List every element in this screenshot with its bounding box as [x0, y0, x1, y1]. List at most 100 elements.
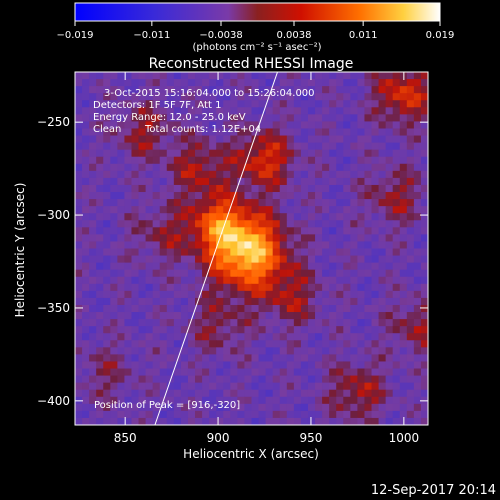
- heatmap-cell: [223, 389, 231, 398]
- heatmap-cell: [329, 206, 337, 214]
- heatmap-cell: [180, 382, 189, 391]
- heatmap-cell: [350, 135, 358, 144]
- heatmap-cell: [103, 241, 111, 250]
- heatmap-cell: [258, 163, 267, 172]
- heatmap-cell: [251, 333, 260, 341]
- heatmap-cell: [117, 312, 126, 320]
- heatmap-cell: [350, 297, 358, 306]
- heatmap-cell: [406, 163, 415, 172]
- heatmap-cell: [117, 255, 126, 264]
- heatmap-cell: [293, 333, 302, 341]
- heatmap-cell: [279, 312, 288, 320]
- heatmap-cell: [364, 340, 373, 348]
- heatmap-cell: [173, 276, 182, 285]
- heatmap-cell: [166, 290, 175, 299]
- heatmap-cell: [343, 170, 351, 179]
- heatmap-cell: [286, 269, 295, 278]
- annotation-time-range: 3-Oct-2015 15:16:04.000 to 15:26:04.000: [104, 88, 315, 99]
- heatmap-cell: [258, 368, 267, 377]
- heatmap-cell: [336, 107, 344, 115]
- heatmap-cell: [166, 79, 175, 87]
- heatmap-cell: [371, 396, 380, 405]
- heatmap-cell: [399, 361, 408, 370]
- heatmap-cell: [420, 128, 428, 137]
- heatmap-cell: [202, 121, 210, 130]
- heatmap-cell: [89, 241, 97, 250]
- heatmap-cell: [187, 107, 196, 115]
- heatmap-cell: [420, 290, 428, 299]
- heatmap-cell: [329, 269, 337, 278]
- heatmap-cell: [110, 227, 118, 235]
- heatmap-cell: [152, 220, 161, 228]
- heatmap-cell: [187, 241, 196, 250]
- heatmap-cell: [173, 326, 182, 334]
- heatmap-cell: [293, 354, 302, 363]
- heatmap-cell: [223, 248, 231, 257]
- heatmap-cell: [350, 389, 358, 398]
- heatmap-cell: [202, 304, 210, 313]
- heatmap-cell: [315, 283, 323, 292]
- x-tick-label: 900: [207, 431, 230, 445]
- heatmap-cell: [251, 347, 260, 355]
- heatmap-cell: [413, 142, 422, 151]
- heatmap-cell: [364, 368, 373, 377]
- heatmap-cell: [103, 403, 111, 412]
- heatmap-cell: [131, 382, 140, 391]
- heatmap-cell: [406, 227, 415, 235]
- heatmap-cell: [371, 375, 380, 384]
- heatmap-cell: [195, 135, 203, 144]
- heatmap-cell: [117, 121, 126, 130]
- heatmap-cell: [251, 340, 260, 348]
- heatmap-cell: [322, 107, 330, 115]
- heatmap-cell: [350, 220, 358, 228]
- heatmap-cell: [293, 319, 302, 327]
- heatmap-cell: [124, 375, 133, 384]
- heatmap-cell: [413, 184, 422, 193]
- heatmap-cell: [209, 255, 217, 264]
- heatmap-cell: [75, 93, 83, 101]
- heatmap-cell: [103, 340, 111, 348]
- heatmap-cell: [322, 79, 330, 87]
- heatmap-cell: [258, 255, 267, 264]
- heatmap-cell: [336, 248, 344, 257]
- heatmap-cell: [357, 170, 366, 179]
- heatmap-cell: [103, 276, 111, 285]
- heatmap-cell: [385, 220, 394, 228]
- heatmap-cell: [286, 142, 295, 151]
- heatmap-cell: [350, 248, 358, 257]
- heatmap-cell: [103, 269, 111, 278]
- heatmap-cell: [96, 142, 104, 151]
- heatmap-cell: [336, 135, 344, 144]
- heatmap-cell: [216, 312, 224, 320]
- heatmap-cell: [307, 368, 316, 377]
- y-axis-label: Heliocentric Y (arcsec): [13, 183, 27, 318]
- heatmap-cell: [82, 100, 90, 108]
- heatmap-cell: [223, 220, 231, 228]
- heatmap-cell: [117, 382, 126, 391]
- heatmap-cell: [216, 93, 224, 101]
- heatmap-cell: [96, 297, 104, 306]
- heatmap-cell: [244, 382, 253, 391]
- heatmap-cell: [244, 107, 253, 115]
- heatmap-cell: [223, 184, 231, 193]
- heatmap-cell: [131, 206, 140, 214]
- heatmap-cell: [138, 149, 147, 158]
- heatmap-cell: [244, 361, 253, 370]
- heatmap-cell: [166, 269, 175, 278]
- heatmap-cell: [138, 297, 147, 306]
- heatmap-cell: [180, 269, 189, 278]
- heatmap-cell: [371, 410, 380, 419]
- heatmap-cell: [315, 389, 323, 398]
- heatmap-cell: [75, 156, 83, 165]
- heatmap-cell: [173, 220, 182, 228]
- heatmap-cell: [307, 199, 316, 207]
- heatmap-cell: [350, 72, 358, 80]
- heatmap-cell: [230, 389, 238, 398]
- heatmap-cell: [265, 184, 274, 193]
- heatmap-cell: [251, 248, 260, 257]
- heatmap-cell: [117, 128, 126, 137]
- heatmap-cell: [180, 276, 189, 285]
- heatmap-cell: [357, 93, 366, 101]
- heatmap-cell: [173, 72, 182, 80]
- heatmap-cell: [357, 361, 366, 370]
